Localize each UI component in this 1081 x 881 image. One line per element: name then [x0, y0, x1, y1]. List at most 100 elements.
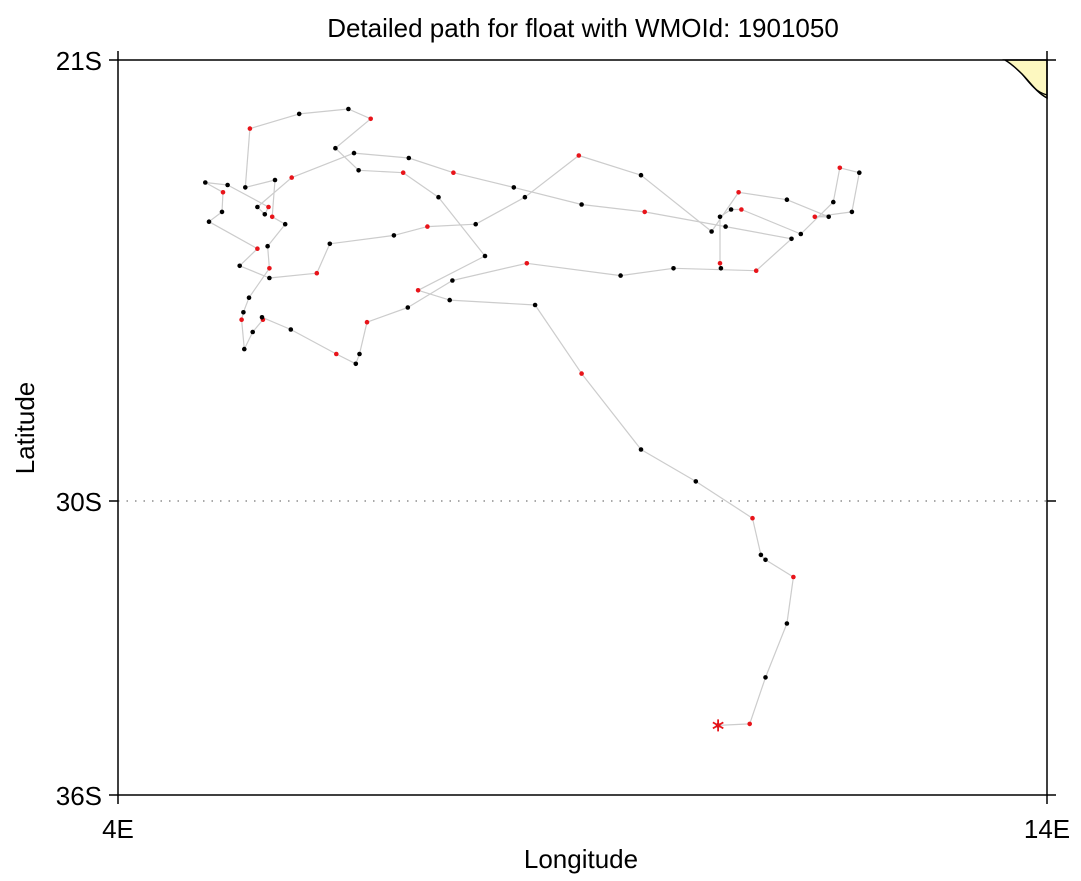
track-segment [358, 322, 368, 355]
track-segment [353, 152, 409, 159]
y-axis-label: Latitude [10, 382, 40, 475]
track-segment [695, 480, 753, 519]
profile-point [709, 229, 714, 234]
start-marker [712, 719, 724, 732]
track-segment [851, 172, 860, 213]
track-segment [269, 272, 317, 279]
profile-point [736, 190, 741, 195]
track-segment [366, 306, 409, 323]
track-segment [751, 518, 762, 556]
profile-point [243, 185, 248, 190]
profile-point [237, 263, 242, 269]
track-segment [267, 223, 286, 247]
profile-point [265, 243, 270, 249]
profile-point [693, 479, 699, 484]
track-segment [407, 279, 453, 309]
track-segment [832, 167, 841, 203]
y-tick-label-30s: 30S [56, 487, 102, 517]
track-segment [358, 169, 404, 174]
chart-title: Detailed path for float with WMOId: 1901… [327, 13, 839, 43]
track-segment [239, 265, 270, 279]
x-tick-label-14e: 14E [1024, 814, 1070, 844]
axis-ticks [109, 51, 1056, 804]
track-segment [417, 289, 450, 301]
track-segment [711, 191, 740, 232]
track-segment [581, 203, 645, 213]
track-segment [673, 267, 757, 272]
track-segment [316, 243, 331, 274]
profile-point [450, 278, 455, 283]
profile-point [239, 317, 244, 323]
ocean-background [118, 60, 1047, 795]
y-tick-label-36s: 36S [56, 781, 102, 811]
y-tick-label-21s: 21S [56, 46, 102, 76]
profile-points [203, 106, 862, 728]
profile-point [296, 111, 302, 117]
profile-point [524, 261, 530, 266]
profile-point [425, 224, 430, 229]
track-segment [248, 267, 270, 299]
profile-point [511, 185, 517, 190]
track-segment [249, 113, 300, 130]
profile-point [579, 202, 584, 207]
track-segment [814, 211, 852, 218]
profile-point [255, 204, 260, 210]
profile-point [642, 209, 647, 215]
profile-point [250, 329, 255, 335]
profile-point [351, 150, 357, 156]
track-segment [244, 128, 251, 188]
profile-point [857, 170, 862, 175]
profile-point [368, 116, 374, 122]
plot-area [117, 59, 1048, 796]
profile-point [406, 155, 412, 161]
profile-point [579, 371, 584, 376]
track-segment [291, 152, 355, 179]
profile-point [262, 212, 268, 217]
profile-point [717, 261, 723, 266]
profile-point [451, 170, 456, 175]
track-segment [725, 226, 792, 240]
profile-point [267, 266, 272, 271]
profile-point [739, 207, 744, 212]
track-segment [644, 211, 726, 228]
track-segment [578, 154, 642, 176]
track-segment [408, 157, 454, 174]
profile-point [314, 270, 320, 276]
track-segment [336, 353, 357, 365]
profile-point [671, 266, 676, 271]
track-segment [581, 373, 642, 450]
profile-point [289, 175, 295, 180]
profile-point [353, 361, 359, 367]
track-segment [755, 238, 792, 272]
track-segment [299, 108, 349, 115]
profile-point [831, 199, 836, 205]
profile-point [272, 177, 278, 183]
profile-point [638, 447, 644, 452]
profile-point [436, 194, 441, 200]
track-segment [427, 223, 476, 228]
track-segment [524, 155, 580, 198]
profile-point [791, 574, 796, 580]
profile-point [220, 190, 226, 195]
profile-point [357, 351, 362, 357]
track-segment [749, 677, 767, 725]
profile-point [266, 204, 271, 210]
track-segment [786, 576, 794, 624]
tick-labels: 21S 30S 36S 4E 14E [56, 46, 1070, 844]
track-segment [243, 331, 254, 350]
track-segment [208, 221, 258, 250]
profile-point [225, 182, 230, 188]
track-segment [290, 328, 337, 355]
profile-point [473, 221, 479, 227]
track-segment [718, 723, 750, 726]
start-marker-stroke [712, 721, 724, 730]
track-segment [208, 211, 223, 223]
track-segment [334, 147, 360, 171]
profile-point [241, 310, 246, 315]
track-segment [257, 177, 293, 208]
track-segment [449, 299, 536, 306]
profile-point [400, 170, 406, 175]
x-axis-label: Longitude [524, 844, 638, 874]
profile-point [405, 305, 411, 310]
